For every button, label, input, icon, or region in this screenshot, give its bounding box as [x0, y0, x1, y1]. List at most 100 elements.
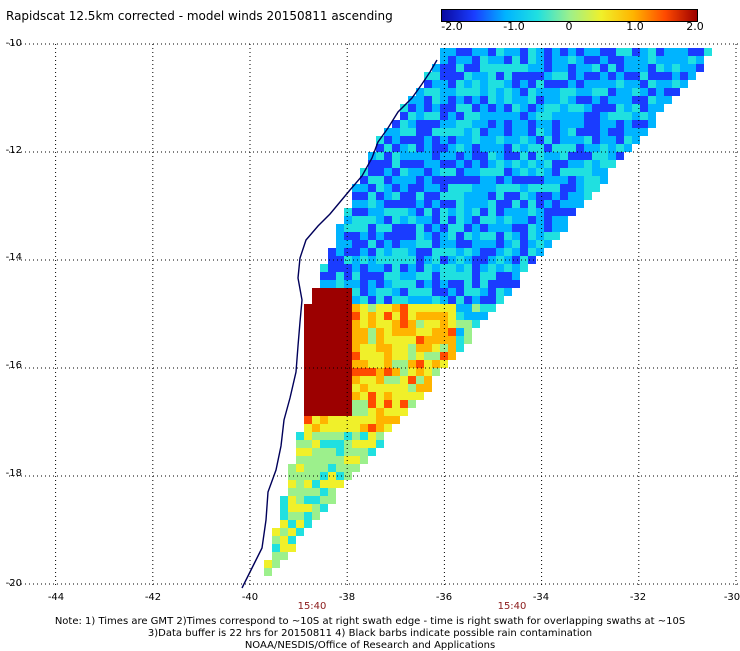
- swath-cell: [680, 48, 688, 56]
- swath-cell: [496, 104, 504, 112]
- swath-cell: [360, 248, 368, 256]
- swath-cell: [544, 80, 552, 88]
- swath-cell: [576, 136, 584, 144]
- swath-cell: [648, 72, 656, 80]
- swath-cell: [528, 216, 536, 224]
- swath-cell: [552, 96, 560, 104]
- swath-cell: [344, 448, 352, 456]
- swath-cell: [296, 488, 304, 496]
- swath-cell: [400, 160, 408, 168]
- swath-cell: [392, 360, 400, 368]
- swath-cell: [424, 112, 432, 120]
- swath-cell: [576, 192, 584, 200]
- swath-cell: [464, 56, 472, 64]
- swath-cell: [360, 256, 368, 264]
- swath-cell: [384, 216, 392, 224]
- swath-cell: [464, 48, 472, 56]
- swath-cell: [616, 48, 624, 56]
- swath-cell: [392, 168, 400, 176]
- swath-cell: [432, 336, 440, 344]
- swath-cell: [600, 144, 608, 152]
- swath-cell: [584, 56, 592, 64]
- swath-cell: [304, 376, 312, 384]
- swath-cell: [344, 384, 352, 392]
- swath-cell: [520, 184, 528, 192]
- swath-cell: [504, 136, 512, 144]
- swath-cell: [688, 56, 696, 64]
- swath-cell: [608, 88, 616, 96]
- swath-cell: [304, 336, 312, 344]
- swath-cell: [408, 192, 416, 200]
- swath-cell: [608, 104, 616, 112]
- swath-cell: [360, 368, 368, 376]
- swath-cell: [384, 344, 392, 352]
- swath-cell: [448, 176, 456, 184]
- lon-label: -38: [338, 592, 356, 603]
- swath-cell: [336, 312, 344, 320]
- swath-cell: [312, 384, 320, 392]
- swath-cell: [520, 160, 528, 168]
- swath-cell: [296, 464, 304, 472]
- swath-cell: [496, 288, 504, 296]
- swath-cell: [312, 352, 320, 360]
- swath-cell: [448, 200, 456, 208]
- swath-cell: [496, 200, 504, 208]
- swath-cell: [496, 216, 504, 224]
- swath-cell: [536, 120, 544, 128]
- swath-cell: [520, 168, 528, 176]
- swath-cell: [312, 360, 320, 368]
- swath-cell: [496, 280, 504, 288]
- swath-cell: [304, 304, 312, 312]
- swath-cell: [288, 504, 296, 512]
- swath-cell: [384, 208, 392, 216]
- swath-cell: [616, 120, 624, 128]
- swath-cell: [408, 176, 416, 184]
- swath-cell: [616, 64, 624, 72]
- swath-cell: [616, 112, 624, 120]
- swath-cell: [496, 152, 504, 160]
- swath-cell: [520, 96, 528, 104]
- swath-cell: [416, 104, 424, 112]
- swath-cell: [432, 176, 440, 184]
- swath-cell: [464, 272, 472, 280]
- swath-cell: [312, 488, 320, 496]
- swath-cell: [344, 376, 352, 384]
- swath-cell: [432, 312, 440, 320]
- swath-cell: [560, 192, 568, 200]
- swath-cell: [544, 152, 552, 160]
- swath-cell: [640, 104, 648, 112]
- swath-cell: [480, 88, 488, 96]
- swath-cell: [608, 48, 616, 56]
- swath-cell: [392, 176, 400, 184]
- swath-cell: [496, 176, 504, 184]
- swath-cell: [392, 280, 400, 288]
- swath-cell: [384, 200, 392, 208]
- swath-cell: [544, 224, 552, 232]
- swath-cell: [448, 256, 456, 264]
- swath-cell: [544, 128, 552, 136]
- swath-cell: [416, 176, 424, 184]
- swath-cell: [408, 200, 416, 208]
- swath-cell: [336, 304, 344, 312]
- swath-cell: [424, 168, 432, 176]
- swath-cell: [312, 376, 320, 384]
- swath-cell: [384, 248, 392, 256]
- swath-cell: [408, 136, 416, 144]
- swath-cell: [408, 112, 416, 120]
- swath-cell: [608, 128, 616, 136]
- swath-cell: [408, 376, 416, 384]
- lon-label: -36: [435, 592, 453, 603]
- swath-cell: [632, 120, 640, 128]
- swath-cell: [544, 208, 552, 216]
- colorbar-tick-label: 1.0: [626, 20, 644, 33]
- swath-cell: [352, 360, 360, 368]
- swath-cell: [328, 360, 336, 368]
- swath-cell: [344, 272, 352, 280]
- swath-cell: [328, 296, 336, 304]
- swath-cell: [416, 296, 424, 304]
- swath-cell: [400, 120, 408, 128]
- swath-cell: [520, 88, 528, 96]
- swath-cell: [648, 104, 656, 112]
- swath-cell: [344, 416, 352, 424]
- swath-cell: [304, 520, 312, 528]
